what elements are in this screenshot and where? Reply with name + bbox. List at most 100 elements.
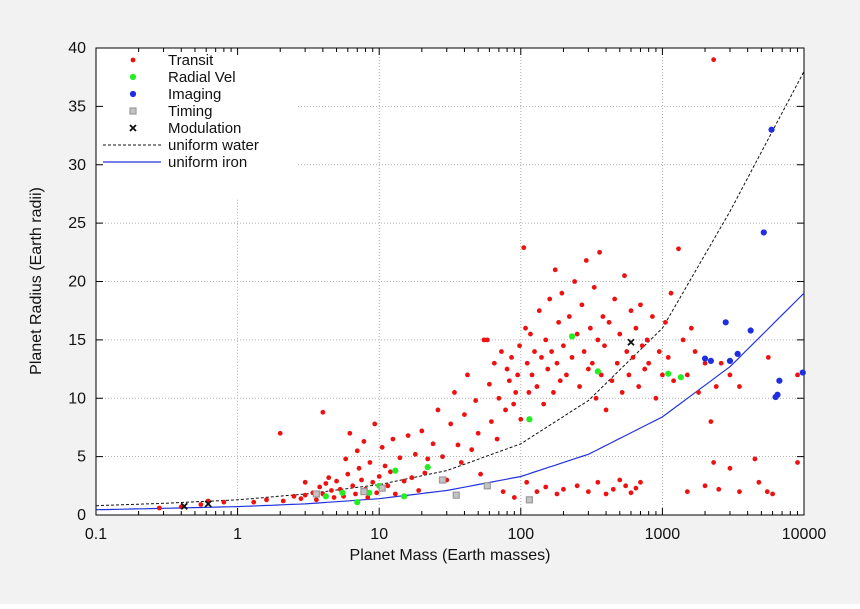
transit-point <box>665 354 671 360</box>
x-tick-label: 100 <box>507 526 534 543</box>
transit-point <box>583 258 589 263</box>
transit-point <box>612 296 618 302</box>
transit-point <box>633 485 639 491</box>
transit-point <box>708 419 714 424</box>
transit-point <box>302 492 308 498</box>
x-tick-label: 10000 <box>782 526 827 543</box>
transit-point <box>397 455 403 461</box>
transit-point <box>489 419 494 424</box>
transit-point <box>500 489 506 495</box>
transit-point <box>566 314 572 319</box>
transit-point <box>638 479 643 485</box>
transit-point <box>680 337 686 343</box>
transit-point <box>370 479 376 485</box>
radial-vel-point <box>339 489 346 496</box>
transit-point <box>469 447 475 453</box>
transit-point <box>517 343 522 349</box>
radial-vel-point <box>401 493 408 500</box>
transit-point <box>752 456 758 462</box>
transit-point <box>462 412 467 417</box>
transit-point <box>524 360 530 366</box>
imaging-point <box>799 369 806 376</box>
transit-point <box>379 444 385 450</box>
imaging-point <box>776 377 783 384</box>
transit-point <box>579 302 585 308</box>
data-points <box>156 57 806 511</box>
transit-point <box>486 381 492 387</box>
transit-point <box>656 349 662 354</box>
transit-point <box>526 390 532 395</box>
transit-point <box>356 465 362 471</box>
transit-point <box>610 486 616 492</box>
transit-point <box>156 505 162 511</box>
legend-marker-radial-vel <box>129 73 137 81</box>
timing-point <box>525 496 533 504</box>
radial-vel-point <box>354 499 361 506</box>
transit-point <box>602 343 607 349</box>
transit-point <box>401 478 407 484</box>
transit-point <box>323 481 329 486</box>
transit-point <box>692 349 698 354</box>
timing-point <box>483 482 491 490</box>
transit-point <box>600 314 606 319</box>
radial-vel-point <box>392 467 399 474</box>
transit-point <box>499 349 504 354</box>
transit-point <box>543 337 549 343</box>
transit-point <box>653 395 659 401</box>
transit-point <box>549 349 554 354</box>
y-tick-label: 15 <box>68 332 86 349</box>
uniform-water-curve <box>95 71 805 507</box>
imaging-point <box>707 357 714 364</box>
transit-point <box>547 296 553 302</box>
transit-point <box>541 401 547 407</box>
transit-point <box>343 456 349 462</box>
transit-point <box>644 337 650 343</box>
transit-point <box>633 325 639 331</box>
transit-point <box>696 390 701 395</box>
transit-point <box>574 331 580 337</box>
transit-point <box>593 395 599 401</box>
x-tick-label: 0.1 <box>85 526 107 543</box>
transit-point <box>518 416 524 422</box>
radial-vel-point <box>665 370 672 377</box>
transit-point <box>684 372 690 378</box>
transit-point <box>660 372 665 378</box>
grid-lines <box>96 48 804 515</box>
transit-point <box>737 384 742 389</box>
transit-point <box>317 484 323 490</box>
legend-label-radial-vel: Radial Vel <box>168 69 236 86</box>
radial-vel-point <box>322 493 329 500</box>
transit-point <box>320 409 326 415</box>
imaging-point <box>760 229 767 236</box>
transit-point <box>511 495 517 500</box>
y-tick-label: 30 <box>68 157 86 174</box>
transit-point <box>628 308 634 314</box>
transit-point <box>624 349 630 354</box>
transit-point <box>561 343 566 349</box>
x-tick-label: 10 <box>370 526 388 543</box>
legend-label-modulation: Modulation <box>168 120 241 137</box>
transit-point <box>663 319 668 325</box>
transit-point <box>718 360 724 366</box>
radial-vel-point <box>677 374 684 381</box>
transit-point <box>412 451 418 457</box>
transit-point <box>638 302 643 308</box>
transit-point <box>365 495 371 500</box>
transit-point <box>630 354 636 360</box>
transit-point <box>455 442 461 448</box>
modulation-point <box>204 500 212 508</box>
transit-point <box>504 366 510 372</box>
transit-point <box>554 360 560 366</box>
imaging-point <box>701 355 709 362</box>
transit-point <box>280 498 286 504</box>
transit-point <box>554 491 560 497</box>
transit-point <box>334 478 339 484</box>
transit-point <box>221 499 227 505</box>
transit-point <box>329 488 334 493</box>
transit-point <box>539 354 544 360</box>
transit-point <box>626 372 632 378</box>
transit-point <box>376 474 382 479</box>
legend-marker-timing <box>129 107 137 115</box>
transit-point <box>671 378 677 384</box>
